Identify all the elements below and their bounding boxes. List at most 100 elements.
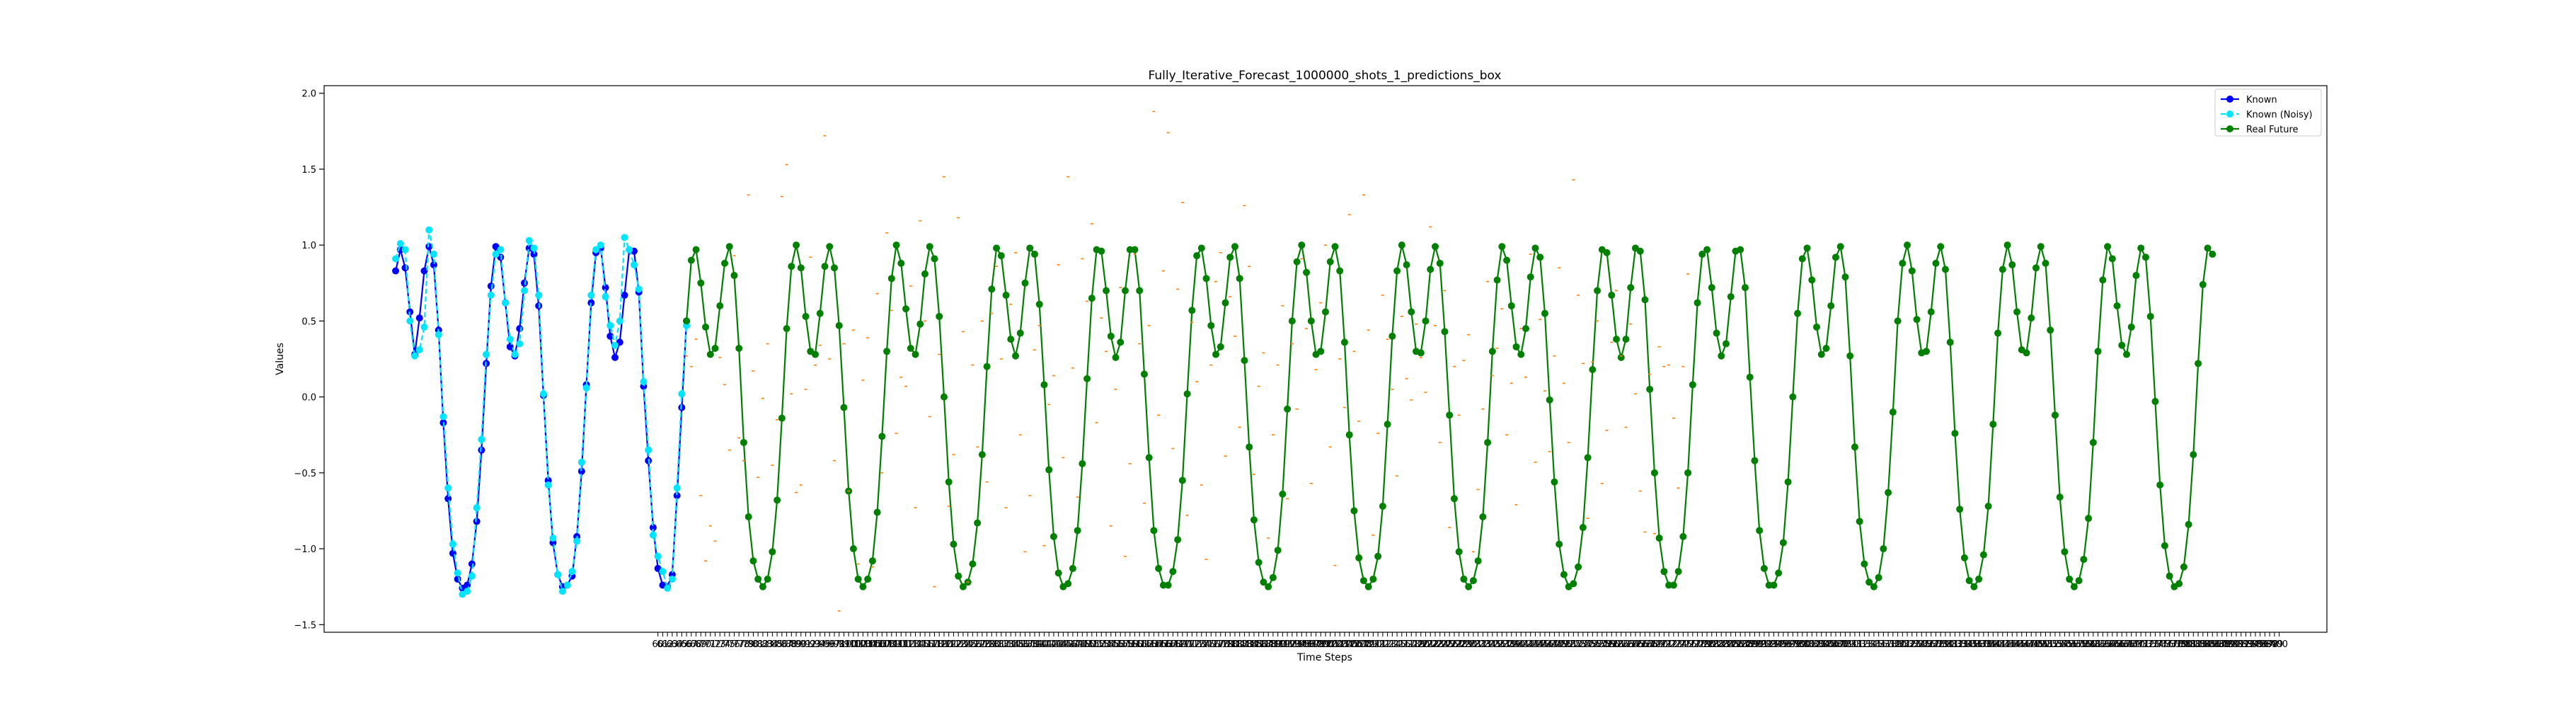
x-tick-label: 245: [1531, 639, 1549, 650]
series-point-2: [1469, 577, 1477, 585]
x-tick-label: 381: [2180, 639, 2197, 650]
x-tick-label: 355: [2056, 639, 2074, 650]
x-tick-label: 366: [2108, 639, 2126, 650]
series-point-2: [692, 246, 700, 253]
x-tick-label: 168: [1164, 639, 1182, 650]
series-point-2: [1279, 490, 1287, 498]
series-point-2: [2166, 572, 2173, 580]
series-point-2: [887, 275, 895, 282]
x-tick-label: 131: [988, 639, 1006, 650]
series-point-2: [1956, 506, 1964, 513]
x-tick-label: 220: [1412, 639, 1430, 650]
x-tick-label: 251: [1560, 639, 1577, 650]
x-tick-label: 171: [1178, 639, 1196, 650]
series-point-1: [483, 350, 490, 358]
series-point-2: [1512, 343, 1520, 350]
x-tick-label: 400: [2270, 639, 2288, 650]
series-point-2: [1531, 244, 1539, 252]
series-point-1: [630, 261, 638, 269]
x-tick-label: 192: [1279, 639, 1296, 650]
x-tick-label: 334: [1955, 639, 1973, 650]
series-point-1: [587, 291, 595, 299]
x-tick-label: 84: [766, 639, 778, 650]
x-tick-label: 160: [1126, 639, 1144, 650]
series-point-2: [1345, 431, 1353, 439]
x-tick-label: 163: [1140, 639, 1158, 650]
series-point-2: [1016, 329, 1024, 337]
x-tick-label: 147: [1064, 639, 1081, 650]
x-tick-label: 231: [1464, 639, 1482, 650]
series-point-2: [1760, 564, 1768, 572]
series-point-2: [783, 325, 790, 333]
x-tick-label: 158: [1117, 639, 1134, 650]
series-point-2: [1255, 559, 1263, 566]
x-tick-label: 155: [1102, 639, 1120, 650]
series-point-2: [1817, 350, 1825, 358]
x-tick-label: 286: [1727, 639, 1744, 650]
series-point-2: [835, 321, 843, 329]
x-tick-label: 82: [757, 639, 769, 650]
x-tick-label: 347: [2018, 639, 2035, 650]
x-tick-label: 252: [1565, 639, 1582, 650]
x-tick-label: 107: [873, 639, 891, 650]
x-tick-label: 283: [1713, 639, 1730, 650]
series-point-2: [1265, 583, 1272, 590]
series-point-2: [1832, 253, 1839, 261]
x-tick-label: 121: [940, 639, 958, 650]
series-point-2: [1836, 243, 1844, 251]
series-point-2: [1536, 253, 1544, 261]
x-tick-label: 386: [2204, 639, 2221, 650]
series-point-2: [1336, 267, 1344, 275]
x-tick-label: 159: [1121, 639, 1139, 650]
x-tick-label: 164: [1145, 639, 1163, 650]
series-point-1: [673, 484, 681, 492]
series-point-2: [1069, 564, 1076, 572]
series-point-2: [793, 241, 800, 249]
x-tick-label: 345: [2008, 639, 2026, 650]
x-tick-label: 181: [1226, 639, 1244, 650]
x-tick-label: 368: [2118, 639, 2136, 650]
series-point-2: [921, 270, 928, 278]
legend: Known Known (Noisy) Real Future: [2214, 88, 2322, 137]
x-tick-label: 206: [1345, 639, 1363, 650]
series-point-1: [558, 588, 566, 595]
series-point-2: [1183, 390, 1191, 398]
y-tick-label: −1.0: [294, 544, 316, 555]
x-tick-label: 90: [795, 639, 807, 650]
series-point-1: [539, 390, 547, 398]
x-tick-label: 338: [1974, 639, 1992, 650]
x-tick-label: 384: [2194, 639, 2212, 650]
x-tick-label: 395: [2247, 639, 2265, 650]
x-tick-label: 399: [2265, 639, 2283, 650]
series-point-2: [730, 272, 738, 280]
series-point-2: [2066, 575, 2074, 583]
series-point-2: [945, 478, 953, 486]
x-tick-label: 376: [2156, 639, 2173, 650]
series-point-2: [1079, 459, 1086, 467]
series-point-2: [1889, 409, 1897, 416]
x-tick-label: 126: [964, 639, 982, 650]
series-point-2: [1436, 259, 1444, 267]
series-point-2: [1064, 580, 1072, 588]
x-tick-label: 260: [1603, 639, 1621, 650]
series-point-2: [2185, 520, 2192, 528]
x-tick-label: 397: [2256, 639, 2274, 650]
x-tick-label: 148: [1069, 639, 1086, 650]
series-point-2: [1679, 532, 1687, 540]
x-tick-label: 241: [1512, 639, 1530, 650]
x-tick-label: 209: [1359, 639, 1377, 650]
x-tick-label: 156: [1107, 639, 1125, 650]
series-point-2: [1789, 393, 1797, 401]
series-point-2: [1927, 308, 1935, 316]
series-point-2: [1136, 287, 1144, 295]
x-tick-label: 337: [1970, 639, 1988, 650]
x-tick-label: 117: [921, 639, 938, 650]
x-tick-label: 149: [1074, 639, 1091, 650]
x-tick-label: 262: [1612, 639, 1630, 650]
series-point-2: [1737, 246, 1744, 253]
series-point-2: [735, 344, 743, 352]
x-tick-label: 127: [969, 639, 987, 650]
series-point-2: [2023, 349, 2030, 357]
series-point-2: [1493, 276, 1501, 284]
series-point-2: [1517, 350, 1525, 358]
